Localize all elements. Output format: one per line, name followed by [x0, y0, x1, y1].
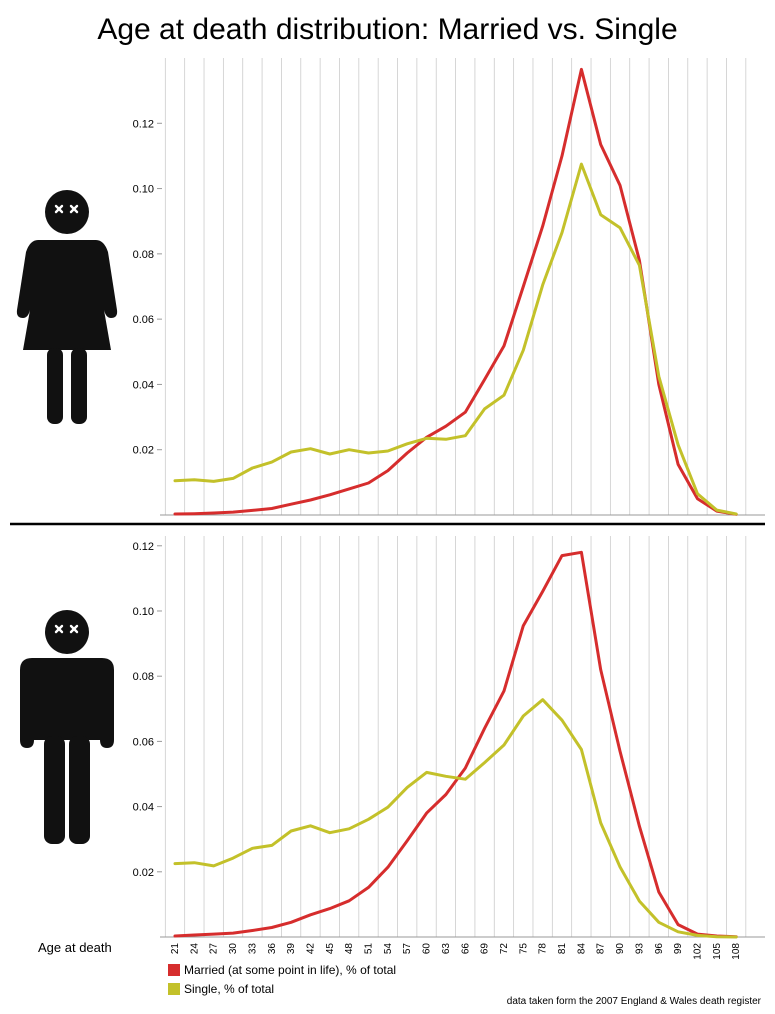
legend-swatch-married: [168, 964, 180, 976]
y-tick-label: 0.04: [133, 802, 154, 814]
x-tick-label: 90: [615, 943, 626, 955]
x-tick-label: 75: [518, 943, 529, 955]
x-tick-label: 81: [557, 943, 568, 955]
y-tick-label: 0.06: [133, 736, 154, 748]
x-tick-label: 105: [712, 943, 723, 960]
y-tick-label: 0.06: [133, 314, 154, 326]
legend-label-married: Married (at some point in life), % of to…: [184, 963, 397, 977]
x-tick-label: 24: [189, 943, 200, 955]
chart-title: Age at death distribution: Married vs. S…: [97, 13, 678, 46]
series-line-single: [173, 162, 738, 516]
legend-swatch-single: [168, 983, 180, 995]
x-tick-label: 96: [654, 943, 665, 955]
x-tick-label: 108: [731, 943, 742, 960]
x-tick-label: 78: [538, 943, 549, 955]
x-tick-label: 60: [422, 943, 433, 955]
series-line-single: [173, 698, 738, 939]
chart-panel-male: 0.02 0.04 0.06 0.08 0.10 0.12 21 24 27 30 33 36 39 42…: [133, 536, 765, 960]
x-tick-label: 87: [596, 943, 607, 955]
y-tick-label: 0.08: [133, 249, 154, 261]
y-tick-label: 0.02: [133, 445, 154, 457]
y-tick-label: 0.12: [133, 118, 154, 130]
x-tick-label: 99: [673, 943, 684, 955]
x-tick-label: 84: [576, 943, 587, 955]
x-tick-label: 42: [305, 943, 316, 955]
x-tick-label: 21: [170, 943, 181, 955]
x-tick-label: 57: [402, 943, 413, 955]
source-note: data taken form the 2007 England & Wales…: [506, 996, 761, 1007]
x-tick-label: 39: [286, 943, 297, 955]
x-tick-label: 45: [325, 943, 336, 955]
y-tick-label: 0.08: [133, 671, 154, 683]
legend-item-married: Married (at some point in life), % of to…: [168, 963, 396, 977]
x-tick-label: 93: [634, 943, 645, 955]
x-axis-label: Age at death: [38, 940, 112, 955]
y-tick-label: 0.12: [133, 541, 154, 553]
x-tick-label: 27: [209, 943, 220, 955]
y-tick-label: 0.10: [133, 606, 154, 618]
chart-panel-female: 0.02 0.04 0.06 0.08 0.10 0.12: [133, 58, 765, 516]
x-tick-label: 54: [383, 943, 394, 955]
x-tick-label: 102: [692, 943, 703, 960]
y-tick-label: 0.10: [133, 184, 154, 196]
legend-label-single: Single, % of total: [184, 982, 275, 996]
y-tick-label: 0.02: [133, 867, 154, 879]
x-tick-label: 48: [344, 943, 355, 955]
x-tick-label: 72: [499, 943, 510, 955]
series-line-married: [173, 550, 738, 939]
x-tick-label: 36: [267, 943, 278, 955]
x-tick-label: 51: [364, 943, 375, 955]
female-figure-dead-icon: [16, 190, 118, 424]
x-tick-label: 66: [460, 943, 471, 955]
x-tick-label: 30: [228, 943, 239, 955]
y-tick-label: 0.04: [133, 379, 154, 391]
male-figure-dead-icon: [20, 610, 114, 844]
x-tick-label: 33: [247, 943, 258, 955]
x-tick-label: 63: [441, 943, 452, 955]
x-tick-label: 69: [480, 943, 491, 955]
legend-item-single: Single, % of total: [168, 982, 274, 996]
